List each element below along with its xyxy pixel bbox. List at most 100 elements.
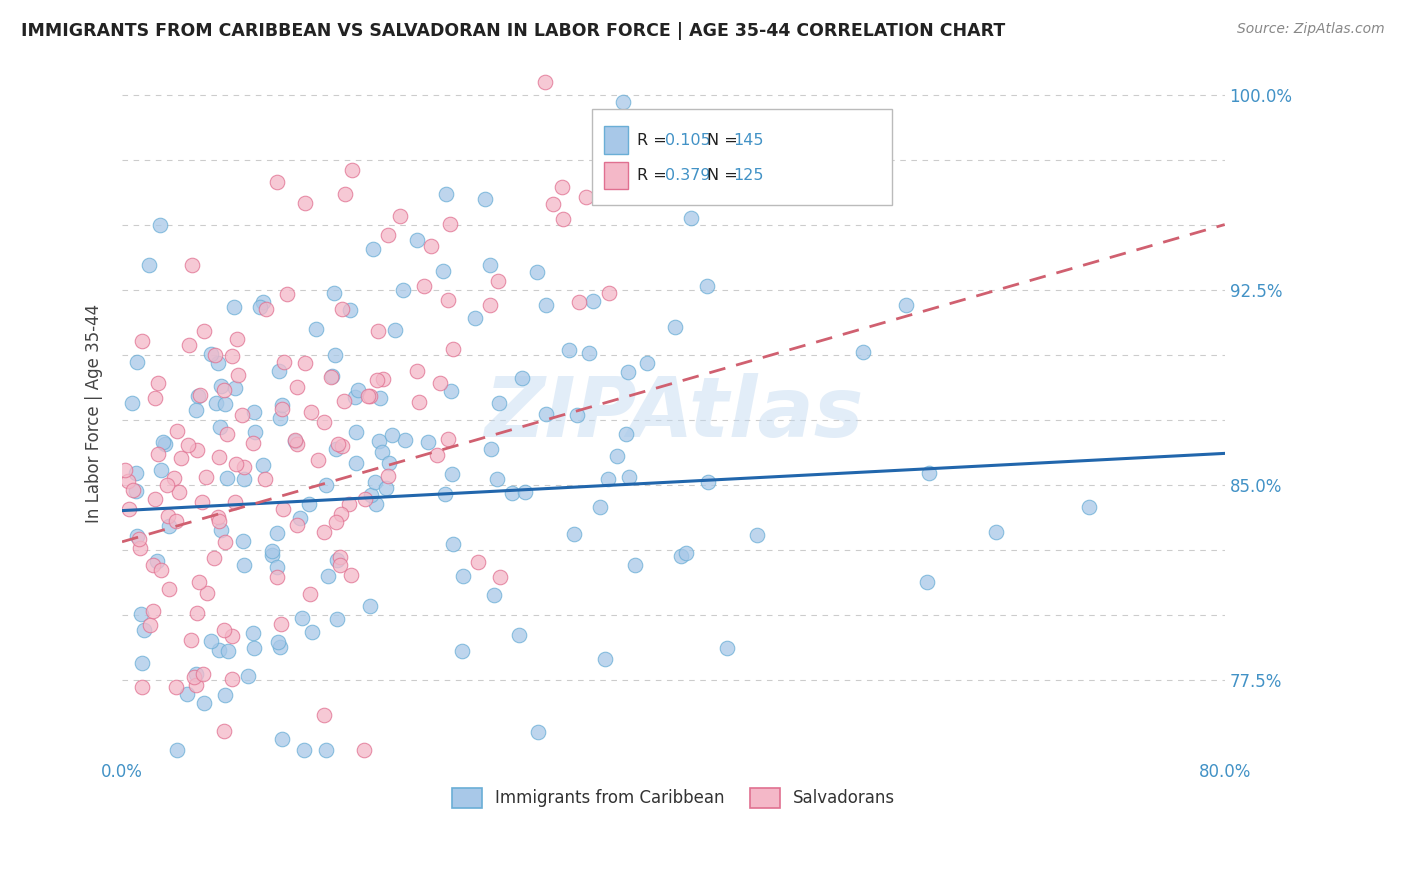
Point <box>565 408 588 422</box>
Point <box>285 437 308 451</box>
Point <box>208 514 231 528</box>
Point <box>377 227 399 242</box>
Point <box>200 347 222 361</box>
Point <box>267 635 290 649</box>
Point <box>316 569 339 583</box>
Point <box>558 343 581 357</box>
Point <box>204 348 226 362</box>
Point <box>301 624 323 639</box>
Point <box>368 434 391 449</box>
Point <box>225 457 247 471</box>
Point <box>986 525 1008 540</box>
Point <box>283 433 305 447</box>
Point <box>501 486 523 500</box>
Point <box>146 554 169 568</box>
Point <box>305 322 328 336</box>
Point <box>488 570 510 584</box>
Point <box>384 323 406 337</box>
Point <box>245 425 267 440</box>
Point <box>195 469 218 483</box>
Point <box>146 447 169 461</box>
Point <box>439 218 461 232</box>
Point <box>260 544 283 558</box>
Point <box>366 497 388 511</box>
Point <box>214 688 236 702</box>
Point <box>441 342 464 356</box>
Point <box>361 242 384 256</box>
Point <box>363 475 385 489</box>
Point <box>388 209 411 223</box>
Point <box>419 239 441 253</box>
Point <box>312 524 335 539</box>
Point <box>617 470 640 484</box>
Point <box>606 450 628 464</box>
Point <box>157 508 180 523</box>
Point <box>329 549 352 564</box>
Point <box>416 434 439 449</box>
Point <box>359 389 381 403</box>
Point <box>288 510 311 524</box>
Point <box>541 196 564 211</box>
Point <box>266 570 288 584</box>
Point <box>333 186 356 201</box>
Point <box>533 74 555 88</box>
Point <box>745 528 768 542</box>
Point <box>337 497 360 511</box>
Point <box>617 365 640 379</box>
Point <box>224 495 246 509</box>
Point <box>307 453 329 467</box>
Point <box>138 258 160 272</box>
Point <box>624 558 647 573</box>
Point <box>433 487 456 501</box>
Point <box>485 472 508 486</box>
Point <box>209 379 232 393</box>
Point <box>298 586 321 600</box>
Point <box>394 433 416 447</box>
Point <box>582 294 605 309</box>
Point <box>527 724 550 739</box>
Point <box>314 708 336 723</box>
Point <box>167 484 190 499</box>
Point <box>143 391 166 405</box>
Text: R =: R = <box>637 133 672 148</box>
Point <box>177 438 200 452</box>
Point <box>127 355 149 369</box>
Point <box>294 196 316 211</box>
Point <box>232 533 254 548</box>
Point <box>321 369 343 384</box>
Point <box>176 686 198 700</box>
Point <box>139 618 162 632</box>
Point <box>315 743 337 757</box>
Point <box>184 403 207 417</box>
Point <box>562 526 585 541</box>
Point <box>215 471 238 485</box>
Point <box>142 558 165 572</box>
Point <box>191 667 214 681</box>
Point <box>149 563 172 577</box>
Point <box>325 442 347 457</box>
Text: R =: R = <box>637 168 672 183</box>
Point <box>697 475 720 490</box>
Point <box>675 546 697 560</box>
Point <box>166 743 188 757</box>
Point <box>339 302 361 317</box>
Point <box>243 640 266 655</box>
Point <box>217 427 239 442</box>
Point <box>479 298 502 312</box>
Point <box>436 293 458 307</box>
Point <box>285 380 308 394</box>
Point <box>209 419 232 434</box>
Point <box>276 286 298 301</box>
Point <box>266 559 288 574</box>
Point <box>125 466 148 480</box>
Point <box>328 437 350 451</box>
Point <box>330 301 353 316</box>
Point <box>169 451 191 466</box>
Point <box>915 574 938 589</box>
Text: 0.105: 0.105 <box>665 133 711 148</box>
Point <box>322 285 344 300</box>
Point <box>208 450 231 464</box>
Point <box>207 510 229 524</box>
Point <box>193 697 215 711</box>
Point <box>188 388 211 402</box>
